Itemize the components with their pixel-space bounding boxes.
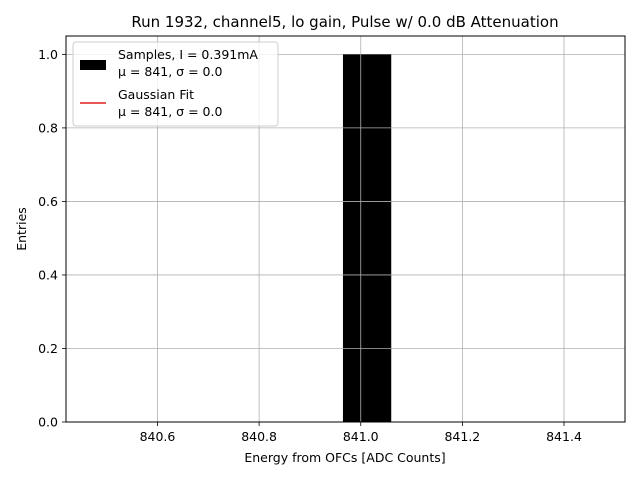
y-tick-label: 0.2 [38, 341, 58, 356]
x-tick-label: 841.0 [343, 429, 379, 444]
x-tick-label: 841.4 [546, 429, 582, 444]
legend-gaussian-label: Gaussian Fit [118, 87, 194, 102]
y-tick-label: 0.6 [38, 194, 58, 209]
legend-samples-label: Samples, I = 0.391mA [118, 47, 258, 62]
grid-overlay [342, 54, 392, 422]
x-tick-label: 840.6 [140, 429, 176, 444]
y-axis-label: Entries [14, 207, 29, 251]
legend-samples-stats: μ = 841, σ = 0.0 [118, 64, 222, 79]
y-tick-label: 0.4 [38, 267, 58, 282]
x-axis-ticks: 840.6 840.8 841.0 841.2 841.4 [140, 422, 582, 444]
y-axis-ticks: 0.0 0.2 0.4 0.6 0.8 1.0 [38, 47, 66, 430]
x-axis-label: Energy from OFCs [ADC Counts] [244, 450, 445, 465]
y-tick-label: 1.0 [38, 47, 58, 62]
y-tick-label: 0.0 [38, 415, 58, 430]
y-tick-label: 0.8 [38, 120, 58, 135]
x-tick-label: 841.2 [444, 429, 480, 444]
x-tick-label: 840.8 [241, 429, 277, 444]
legend: Samples, I = 0.391mA μ = 841, σ = 0.0 Ga… [72, 41, 279, 127]
legend-samples-swatch [80, 60, 106, 70]
bars [342, 54, 392, 422]
legend-gaussian-stats: μ = 841, σ = 0.0 [118, 104, 222, 119]
plot-frame [65, 35, 626, 423]
legend-frame [72, 41, 279, 127]
chart-title: Run 1932, channel5, lo gain, Pulse w/ 0.… [131, 13, 558, 31]
histogram-bar [342, 54, 392, 422]
